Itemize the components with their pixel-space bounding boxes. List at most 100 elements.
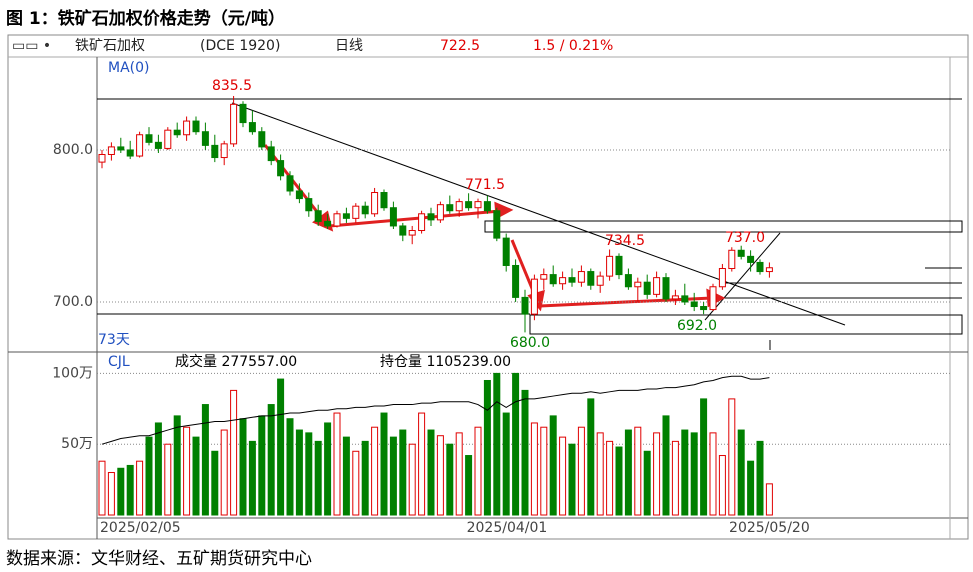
volume-bar (718, 455, 726, 516)
volume-bar (399, 429, 407, 516)
candle-body (530, 278, 538, 315)
volume-bar (220, 429, 228, 516)
candle-body (502, 237, 510, 266)
volume-bar (747, 460, 755, 516)
volume-bar (361, 440, 369, 516)
volume-bar (277, 378, 285, 516)
candle-body (342, 213, 350, 219)
x-tick-label: 2025/02/05 (100, 520, 181, 536)
candle-body (737, 249, 745, 257)
change: 1.5 / 0.21% (533, 38, 613, 54)
candle-body (107, 146, 115, 156)
candle-body (399, 225, 407, 236)
candle-body (286, 175, 294, 192)
candle-body (408, 230, 416, 236)
candle-body (154, 141, 162, 149)
annotation: 737.0 (725, 230, 765, 246)
volume-bar (577, 426, 585, 516)
volume-bar (352, 450, 360, 516)
candle-body (474, 201, 482, 209)
volume-bar (549, 415, 557, 516)
volume-bar (756, 440, 764, 516)
volume-bar (211, 450, 219, 516)
candle-body (643, 281, 651, 295)
volume-bar (145, 436, 153, 516)
candle-body (267, 146, 275, 162)
candle-body (681, 295, 689, 303)
frame (7, 34, 969, 540)
source: 数据来源：文华财经、五矿期货研究中心 (6, 549, 312, 569)
oi-text: 持仓量 1105239.00 (380, 354, 511, 370)
candle-body (352, 205, 360, 219)
candle-body (446, 204, 454, 212)
candle-body (295, 190, 303, 200)
volume-bar (286, 418, 294, 516)
candle-body (145, 134, 153, 143)
candle-body (747, 255, 755, 263)
volume-bar (474, 426, 482, 516)
candle-body (596, 275, 604, 286)
candle-body (559, 277, 567, 285)
candle-body (277, 160, 285, 177)
volume-bar (728, 398, 736, 516)
volume-bar (380, 412, 388, 516)
candle-body (634, 281, 642, 288)
volume-bar (154, 422, 162, 516)
candle-body (728, 249, 736, 270)
indicator[interactable]: MA(0) (108, 60, 150, 76)
volume-bar (117, 467, 125, 516)
candle-body (756, 261, 764, 273)
y-tick-label: 700.0 (53, 294, 93, 310)
annotation: 771.5 (465, 177, 505, 193)
volume-bar (201, 404, 209, 516)
volume-bar (700, 398, 708, 516)
volume-bar (568, 443, 576, 516)
annotation: 680.0 (510, 335, 550, 351)
annotation: 692.0 (677, 318, 717, 334)
volume-bar (483, 379, 491, 516)
volume-bar (107, 472, 115, 516)
candle-body (624, 274, 632, 288)
volume-bar (295, 429, 303, 516)
volume-bar (624, 429, 632, 516)
volume-bar (521, 389, 529, 516)
title: 图 1：铁矿石加权价格走势（元/吨） (6, 9, 285, 29)
candle-body (333, 213, 341, 227)
candle-body (427, 213, 435, 221)
volume-bar (164, 443, 172, 516)
volume-bar (737, 429, 745, 516)
x-tick-label: 2025/04/01 (467, 520, 548, 536)
candle-body (136, 134, 144, 157)
volume-bar (587, 398, 595, 516)
candle-body (117, 146, 125, 151)
symbol: 铁矿石加权 (75, 38, 145, 54)
volume-bar (267, 404, 275, 516)
volume-bar (173, 415, 181, 516)
volume-bar (530, 422, 538, 516)
days: 73天 (98, 332, 130, 348)
candle-body (653, 277, 661, 295)
volume-bar (446, 443, 454, 516)
candle-body (248, 122, 256, 133)
volume-bar (615, 446, 623, 516)
volume-bar (418, 412, 426, 516)
volume-bar (671, 440, 679, 516)
candle-body (211, 144, 219, 159)
candle-body (577, 271, 585, 283)
candle-body (305, 198, 313, 212)
candle-body (540, 274, 548, 280)
volume-bar (427, 429, 435, 516)
volume-bar (324, 422, 332, 516)
candle-body (361, 205, 369, 215)
volume-bar (653, 432, 661, 516)
candle-body (700, 306, 708, 311)
period[interactable]: 日线 (335, 38, 363, 54)
volume-bar (465, 455, 473, 516)
candle-body (493, 210, 501, 239)
candle-body (521, 296, 529, 315)
volume-bar (540, 426, 548, 516)
volume-indicator[interactable]: CJL (108, 354, 130, 370)
candle-body (239, 103, 247, 124)
